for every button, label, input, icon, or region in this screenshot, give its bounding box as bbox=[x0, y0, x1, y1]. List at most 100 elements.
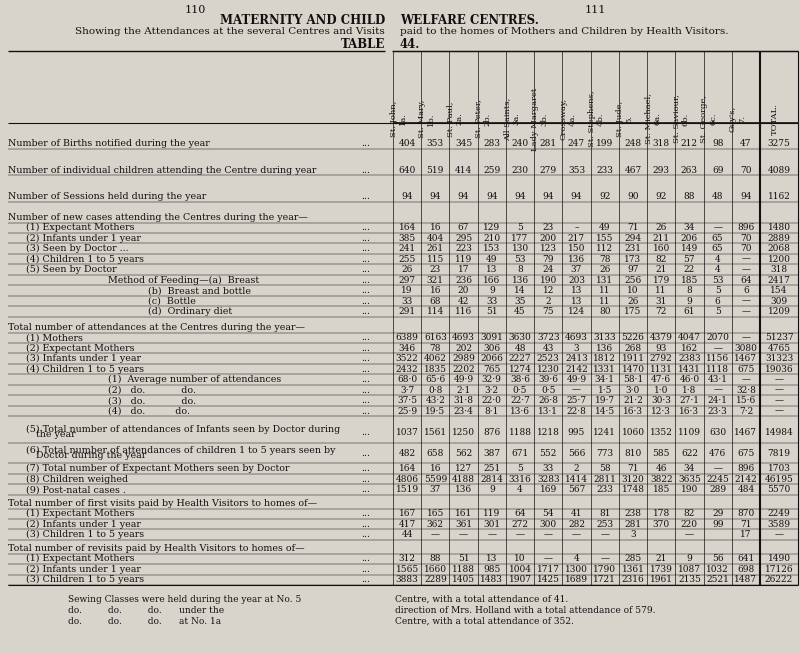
Text: 130: 130 bbox=[511, 244, 529, 253]
Text: 2792: 2792 bbox=[650, 354, 673, 363]
Text: (1) Mothers: (1) Mothers bbox=[26, 333, 83, 342]
Text: 4806: 4806 bbox=[396, 475, 418, 484]
Text: 671: 671 bbox=[511, 449, 529, 458]
Text: 362: 362 bbox=[427, 520, 444, 529]
Text: 256: 256 bbox=[624, 276, 642, 285]
Text: 115: 115 bbox=[426, 255, 444, 264]
Text: 70: 70 bbox=[740, 244, 752, 253]
Text: ...: ... bbox=[361, 428, 370, 437]
Text: 4188: 4188 bbox=[452, 475, 475, 484]
Text: —: — bbox=[685, 530, 694, 539]
Text: 11: 11 bbox=[655, 286, 667, 295]
Text: (2)   do.            do.: (2) do. do. bbox=[108, 386, 196, 394]
Text: 3630: 3630 bbox=[509, 333, 531, 342]
Text: 9: 9 bbox=[489, 286, 494, 295]
Text: 71: 71 bbox=[627, 223, 638, 232]
Text: 2066: 2066 bbox=[480, 354, 503, 363]
Text: 4693: 4693 bbox=[565, 333, 588, 342]
Text: —: — bbox=[713, 386, 722, 394]
Text: 53: 53 bbox=[514, 255, 526, 264]
Text: 385: 385 bbox=[398, 234, 416, 243]
Text: ...: ... bbox=[361, 333, 370, 342]
Text: 23·3: 23·3 bbox=[708, 407, 727, 415]
Text: 26·8: 26·8 bbox=[538, 396, 558, 405]
Text: 3·7: 3·7 bbox=[400, 386, 414, 394]
Text: 1907: 1907 bbox=[509, 575, 531, 584]
Text: 1961: 1961 bbox=[650, 575, 673, 584]
Text: 3635: 3635 bbox=[678, 475, 701, 484]
Text: 46195: 46195 bbox=[765, 475, 794, 484]
Text: 21·2: 21·2 bbox=[623, 396, 643, 405]
Text: 1361: 1361 bbox=[622, 565, 644, 574]
Text: 93: 93 bbox=[655, 343, 667, 353]
Text: 16: 16 bbox=[430, 223, 441, 232]
Text: 289: 289 bbox=[709, 485, 726, 494]
Text: (9) Post-natal cases .: (9) Post-natal cases . bbox=[26, 485, 126, 494]
Text: (d)  Ordinary diet: (d) Ordinary diet bbox=[148, 307, 232, 316]
Text: 82: 82 bbox=[684, 509, 695, 518]
Text: 291: 291 bbox=[398, 307, 416, 316]
Text: 110: 110 bbox=[184, 5, 206, 15]
Text: 231: 231 bbox=[625, 244, 642, 253]
Text: 54: 54 bbox=[542, 509, 554, 518]
Text: 1790: 1790 bbox=[594, 565, 616, 574]
Text: —: — bbox=[515, 530, 525, 539]
Text: St. Saviour,
6b.: St. Saviour, 6b. bbox=[672, 95, 690, 144]
Text: (4)   do.          do.: (4) do. do. bbox=[108, 407, 190, 415]
Text: MATERNITY AND CHILD: MATERNITY AND CHILD bbox=[220, 14, 385, 27]
Text: 8: 8 bbox=[686, 286, 692, 295]
Text: 2383: 2383 bbox=[678, 354, 701, 363]
Text: —: — bbox=[774, 530, 783, 539]
Text: St. Michael,
6a.: St. Michael, 6a. bbox=[644, 93, 661, 144]
Text: —: — bbox=[544, 530, 553, 539]
Text: WELFARE CENTRES.: WELFARE CENTRES. bbox=[400, 14, 539, 27]
Text: 6163: 6163 bbox=[424, 333, 446, 342]
Text: paid to the homes of Mothers and Children by Health Visitors.: paid to the homes of Mothers and Childre… bbox=[400, 27, 729, 37]
Text: 1250: 1250 bbox=[452, 428, 475, 437]
Text: ...: ... bbox=[361, 530, 370, 539]
Text: 97: 97 bbox=[627, 265, 638, 274]
Text: 38·6: 38·6 bbox=[510, 375, 530, 384]
Text: —: — bbox=[742, 333, 750, 342]
Text: (b)  Breast and bottle: (b) Breast and bottle bbox=[148, 286, 251, 295]
Text: 5599: 5599 bbox=[424, 475, 447, 484]
Text: 65: 65 bbox=[712, 234, 723, 243]
Text: ...: ... bbox=[361, 407, 370, 415]
Text: 177: 177 bbox=[511, 234, 529, 243]
Text: 2202: 2202 bbox=[452, 364, 475, 374]
Text: 233: 233 bbox=[596, 485, 613, 494]
Text: 17126: 17126 bbox=[765, 565, 794, 574]
Text: 37·5: 37·5 bbox=[397, 396, 417, 405]
Text: (c)  Bottle: (c) Bottle bbox=[148, 296, 196, 306]
Text: 1·8: 1·8 bbox=[682, 386, 697, 394]
Text: 3: 3 bbox=[574, 343, 579, 353]
Text: —: — bbox=[774, 407, 783, 415]
Text: 2432: 2432 bbox=[396, 364, 418, 374]
Text: —: — bbox=[572, 530, 581, 539]
Text: (2) Expectant Mothers: (2) Expectant Mothers bbox=[26, 343, 134, 353]
Text: 44: 44 bbox=[402, 530, 413, 539]
Text: 136: 136 bbox=[511, 276, 529, 285]
Text: Doctor during the year: Doctor during the year bbox=[36, 451, 146, 460]
Text: 675: 675 bbox=[737, 449, 754, 458]
Text: 32·8: 32·8 bbox=[736, 386, 756, 394]
Text: 3091: 3091 bbox=[480, 333, 503, 342]
Text: St. Mary,
1b.: St. Mary, 1b. bbox=[418, 100, 435, 138]
Text: 2: 2 bbox=[574, 464, 579, 473]
Text: 11: 11 bbox=[599, 286, 610, 295]
Text: 71: 71 bbox=[740, 520, 752, 529]
Text: 179: 179 bbox=[653, 276, 670, 285]
Text: 78: 78 bbox=[430, 343, 441, 353]
Text: 136: 136 bbox=[596, 343, 614, 353]
Text: 263: 263 bbox=[681, 166, 698, 174]
Text: 46·0: 46·0 bbox=[679, 375, 699, 384]
Text: 896: 896 bbox=[738, 223, 754, 232]
Text: (1) Expectant Mothers: (1) Expectant Mothers bbox=[26, 509, 134, 518]
Text: 23: 23 bbox=[430, 265, 441, 274]
Text: 13·6: 13·6 bbox=[510, 407, 530, 415]
Text: 4379: 4379 bbox=[650, 333, 673, 342]
Text: (2) Infants under 1 year: (2) Infants under 1 year bbox=[26, 565, 141, 574]
Text: 318: 318 bbox=[770, 265, 787, 274]
Text: 297: 297 bbox=[398, 276, 416, 285]
Text: 1060: 1060 bbox=[622, 428, 645, 437]
